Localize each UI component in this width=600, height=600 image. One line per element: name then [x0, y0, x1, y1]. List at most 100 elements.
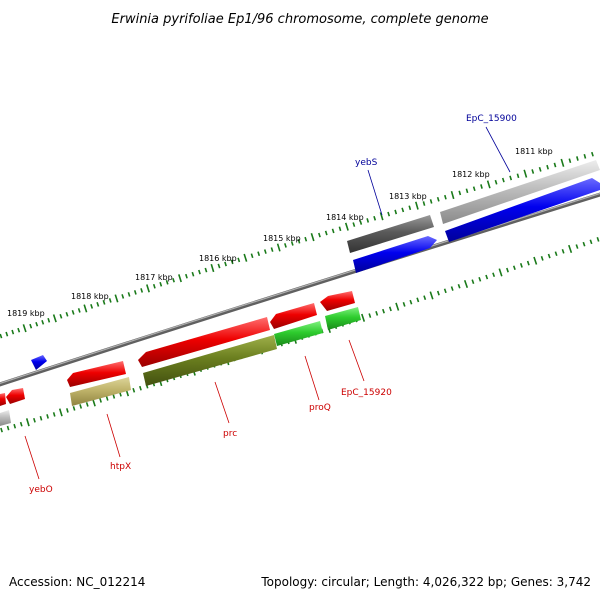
inner-tick-mark: [25, 418, 30, 427]
outer-tick-mark: [560, 158, 565, 167]
outer-tick-mark: [344, 222, 349, 231]
inner-tick-mark: [368, 313, 372, 318]
inner-tick-mark: [409, 299, 413, 305]
inner-tick-mark: [105, 396, 109, 401]
accession-text: Accession: NC_012214: [9, 575, 145, 589]
inner-tick-mark: [139, 385, 142, 391]
gene-prc-feature[interactable]: [143, 335, 277, 386]
inner-tick-mark: [526, 260, 530, 266]
inner-tick-mark: [582, 241, 586, 247]
outer-tick-mark: [22, 324, 27, 333]
inner-tick-mark: [429, 291, 434, 300]
inner-tick-mark: [79, 404, 83, 409]
leader-htpx: [106, 413, 121, 458]
gene-htpx-feature[interactable]: [70, 377, 131, 406]
cds-epc-15920[interactable]: [320, 291, 355, 311]
inner-tick-mark: [19, 421, 23, 427]
chromosome-backbone: [0, 192, 600, 387]
outer-tick-mark: [71, 310, 75, 315]
gene-yebo-feature[interactable]: [0, 410, 11, 426]
outer-tick-mark: [52, 314, 57, 323]
outer-tick-mark: [198, 269, 201, 275]
leader-epc-15900: [485, 126, 511, 173]
inner-tick-mark: [471, 279, 475, 285]
cds-small-left[interactable]: [31, 355, 47, 370]
leader-proq: [304, 355, 320, 401]
outer-tick-mark: [133, 290, 137, 295]
inner-tick-mark: [33, 417, 36, 423]
inner-tick-mark: [112, 394, 116, 399]
outer-tick-mark: [568, 158, 572, 164]
outer-tick-mark: [501, 177, 505, 183]
outer-tick-mark: [359, 220, 363, 225]
tick-label-1811: 1811 kbp: [515, 147, 553, 156]
outer-tick-mark: [352, 222, 356, 227]
outer-tick-mark: [436, 196, 440, 202]
outer-tick-mark: [583, 153, 587, 159]
outer-tick-mark: [152, 283, 156, 289]
inner-tick-mark: [382, 308, 385, 314]
inner-tick-mark: [519, 263, 523, 268]
cds-prc[interactable]: [138, 317, 270, 367]
outer-tick-mark: [146, 284, 150, 293]
outer-tick-mark: [140, 288, 144, 293]
inner-tick-mark: [52, 412, 56, 417]
outer-tick-mark: [284, 243, 287, 248]
outer-tick-mark: [509, 175, 513, 181]
inner-tick-mark: [540, 256, 544, 261]
cds-epc-15900[interactable]: [445, 178, 600, 242]
outer-tick-mark: [257, 251, 261, 257]
outer-tick-mark: [429, 199, 433, 204]
tick-label-1819: 1819 kbp: [7, 309, 45, 318]
label-prc: prc: [223, 429, 237, 439]
outer-tick-mark: [576, 156, 579, 161]
outer-tick-mark: [210, 263, 215, 273]
label-epc-15900: EpC_15900: [466, 114, 517, 124]
gene-epc-15900-feature[interactable]: [440, 160, 600, 224]
genome-summary-text: Topology: circular; Length: 4,026,322 bp…: [260, 575, 591, 589]
outer-tick-mark: [0, 333, 3, 339]
tick-label-1812: 1812 kbp: [452, 170, 490, 179]
outer-tick-mark: [516, 173, 520, 179]
outer-tick-mark: [29, 323, 33, 329]
inner-tick-mark: [423, 295, 427, 300]
cds-yebs[interactable]: [353, 236, 437, 273]
outer-tick-mark: [415, 201, 419, 210]
cds-htpx[interactable]: [67, 361, 126, 387]
label-epc-15920: EpC_15920: [341, 388, 392, 398]
inner-tick-mark: [361, 313, 366, 322]
inner-tick-mark: [498, 268, 503, 277]
cds-yebo[interactable]: [6, 388, 25, 404]
gene-proq-feature[interactable]: [274, 321, 323, 346]
outer-tick-mark: [494, 179, 498, 185]
inner-tick-mark: [85, 402, 89, 407]
inner-tick-mark: [589, 239, 593, 245]
outer-tick-mark: [102, 300, 106, 305]
inner-tick-mark: [388, 306, 392, 312]
inner-tick-mark: [463, 279, 469, 289]
outer-tick-mark: [394, 209, 398, 215]
gene-epc-15920-feature[interactable]: [325, 307, 361, 330]
outer-tick-mark: [373, 215, 377, 221]
outer-tick-mark: [191, 271, 195, 277]
outer-tick-mark: [159, 281, 163, 287]
inner-tick-mark: [66, 408, 69, 413]
outer-tick-mark: [408, 205, 412, 211]
outer-tick-mark: [366, 218, 370, 223]
tick-label-1815: 1815 kbp: [263, 234, 301, 243]
cds-proq[interactable]: [270, 303, 317, 329]
outer-tick-mark: [270, 247, 274, 252]
leader-epc-15920: [348, 339, 365, 382]
chromosome-backbone-highlight: [0, 192, 600, 385]
outer-tick-mark: [204, 267, 208, 273]
inner-tick-mark: [375, 311, 379, 316]
outer-tick-mark: [114, 294, 119, 303]
outer-tick-mark: [237, 257, 241, 263]
cds-edge-left[interactable]: [0, 393, 6, 406]
gene-yebs-feature[interactable]: [347, 215, 434, 253]
outer-tick-mark: [310, 233, 315, 242]
outer-tick-mark: [41, 319, 45, 325]
inner-tick-mark: [416, 297, 420, 303]
inner-tick-mark: [533, 256, 538, 265]
